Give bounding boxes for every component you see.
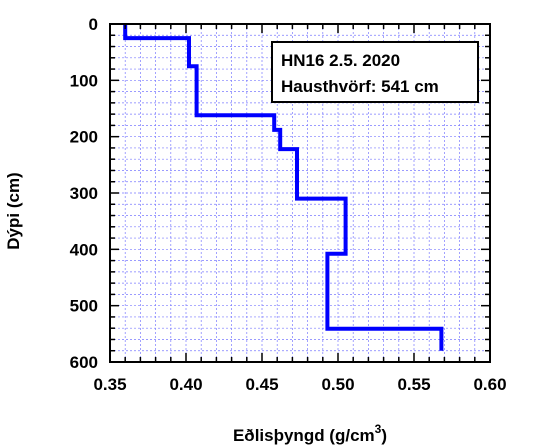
y-tick-label: 100 — [70, 71, 98, 90]
y-tick-label: 200 — [70, 128, 98, 147]
y-tick-label: 600 — [70, 353, 98, 372]
x-tick-label: 0.55 — [397, 375, 430, 394]
y-tick-label: 400 — [70, 240, 98, 259]
x-axis-title-end: ) — [381, 426, 387, 445]
x-axis-title: Eðlisþyngd (g/cm3) — [233, 422, 387, 445]
x-axis-title-main: Eðlisþyngd (g/cm — [233, 426, 375, 445]
y-axis-title: Dýpi (cm) — [4, 172, 23, 249]
annotation-line-1: HN16 2.5. 2020 — [281, 51, 400, 70]
x-tick-label: 0.35 — [93, 375, 126, 394]
y-tick-label: 300 — [70, 184, 98, 203]
y-tick-label: 0 — [89, 15, 98, 34]
y-tick-label: 500 — [70, 297, 98, 316]
x-tick-label: 0.60 — [473, 375, 506, 394]
x-tick-label: 0.40 — [169, 375, 202, 394]
density-step-line — [123, 24, 444, 351]
series-layer — [123, 24, 444, 351]
legend-frame — [271, 41, 479, 103]
x-axis-title-superscript: 3 — [375, 422, 382, 436]
axis-ticks — [109, 23, 491, 363]
tick-labels: 0.35 0.40 0.45 0.50 0.55 0.60 0 100 200 300 400 500… — [70, 15, 507, 394]
x-tick-label: 0.50 — [321, 375, 354, 394]
x-tick-label: 0.45 — [245, 375, 278, 394]
legend-box: HN16 2.5. 2020 Hausthvörf: 541 cm — [271, 41, 479, 103]
annotation-line-2: Hausthvörf: 541 cm — [281, 77, 439, 96]
